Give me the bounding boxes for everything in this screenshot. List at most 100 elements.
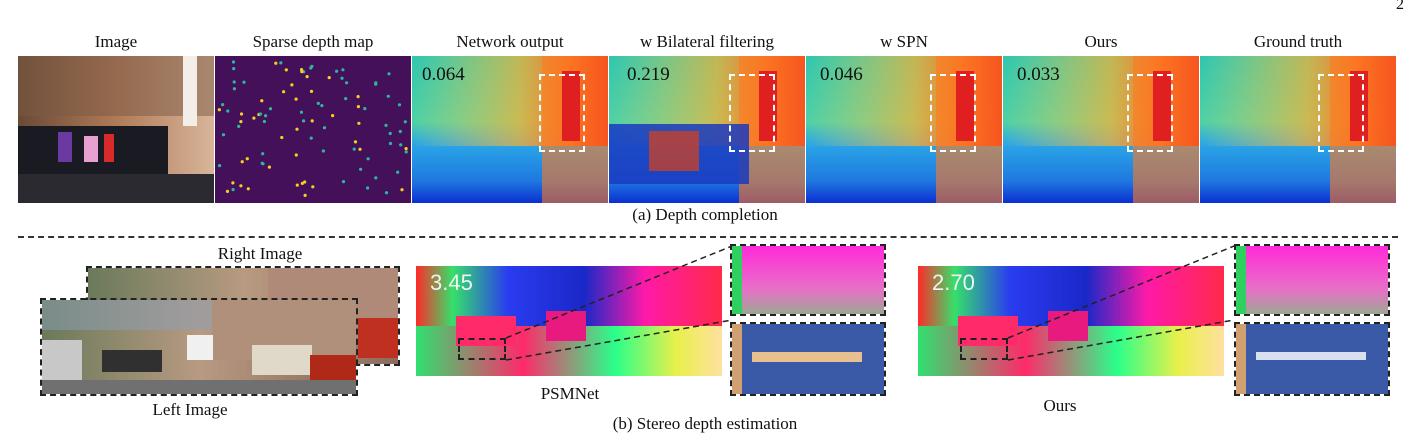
sparse-depth-point: [279, 61, 283, 65]
error-ours-stereo: 2.70: [932, 270, 975, 295]
highlight-box: [1127, 74, 1173, 152]
sparse-depth-point: [331, 114, 335, 118]
label-network-output: Network output: [456, 32, 564, 51]
sparse-depth-point: [310, 119, 314, 123]
sparse-depth-point: [268, 107, 273, 111]
sparse-depth-point: [300, 68, 304, 72]
sparse-depth-point: [290, 83, 294, 87]
sparse-depth-point: [218, 164, 222, 168]
label-left-image: Left Image: [152, 400, 228, 419]
sparse-depth-point: [303, 180, 307, 184]
sparse-depth-point: [388, 141, 393, 146]
sparse-depth-point: [282, 90, 286, 94]
sparse-depth-point: [384, 123, 388, 127]
sparse-depth-point: [221, 103, 225, 107]
sparse-depth-point: [231, 60, 236, 64]
sparse-depth-point: [403, 120, 407, 124]
sparse-depth-point: [294, 153, 298, 157]
sparse-depth-point: [404, 150, 408, 154]
sparse-depth-point: [309, 66, 313, 70]
error-bilateral-filtering: 0.219: [627, 64, 670, 85]
sparse-depth-point: [225, 189, 230, 193]
ground-truth-panel: [1200, 56, 1396, 203]
sparse-depth-point: [374, 82, 378, 86]
zoom-connector-lines: [505, 245, 733, 361]
label-bilateral-filtering: w Bilateral filtering: [639, 32, 775, 51]
sparse-depth-point: [240, 160, 244, 164]
label-sparse-depth-map: Sparse depth map: [252, 32, 374, 51]
sparse-depth-point: [242, 80, 246, 84]
sparse-depth-point: [388, 131, 392, 136]
sparse-depth-point: [352, 147, 356, 151]
sparse-depth-panel: [215, 56, 411, 203]
sparse-depth-point: [345, 81, 349, 85]
sparse-depth-point: [341, 180, 346, 184]
sparse-depth-point: [397, 103, 402, 107]
sparse-depth-point: [341, 68, 345, 72]
zoom-region-box: [458, 338, 506, 360]
sparse-depth-point: [320, 104, 324, 108]
sparse-depth-point: [335, 69, 339, 73]
section-separator: [18, 236, 1398, 238]
page-number: 2: [1396, 0, 1404, 13]
sparse-depth-point: [258, 112, 262, 116]
sparse-depth-point: [356, 95, 360, 99]
sparse-depth-point: [399, 143, 403, 147]
w-spn-panel: 0.046: [806, 56, 1002, 203]
sparse-depth-point: [386, 94, 390, 98]
sparse-depth-point: [231, 181, 235, 185]
sparse-depth-point: [232, 80, 236, 84]
sparse-depth-point: [340, 76, 344, 80]
sparse-depth-point: [231, 188, 235, 192]
sparse-depth-point: [357, 121, 361, 125]
ours-zoom-error: [1234, 322, 1390, 396]
sparse-depth-point: [226, 109, 230, 113]
sparse-depth-point: [237, 124, 241, 128]
sparse-depth-point: [305, 75, 309, 79]
sparse-depth-point: [322, 126, 327, 130]
psmnet-zoom-error: [730, 322, 886, 396]
sparse-depth-point: [356, 105, 360, 109]
sparse-depth-point: [366, 157, 370, 161]
sparse-depth-point: [311, 185, 315, 189]
sparse-depth-point: [303, 193, 307, 197]
sparse-depth-point: [374, 176, 378, 180]
sparse-depth-point: [358, 147, 362, 151]
sparse-depth-point: [353, 140, 358, 144]
sparse-depth-point: [274, 61, 278, 65]
highlight-box: [930, 74, 976, 152]
label-psmnet: PSMNet: [540, 384, 600, 403]
label-ground-truth: Ground truth: [1253, 32, 1343, 51]
zoom-connector-lines: [1007, 245, 1235, 361]
sparse-depth-point: [309, 136, 313, 140]
sparse-depth-point: [384, 191, 389, 195]
sparse-depth-point: [260, 161, 264, 165]
label-w-spn: w SPN: [880, 32, 928, 51]
sparse-depth-point: [396, 170, 400, 174]
sparse-depth-point: [309, 89, 314, 93]
sparse-depth-point: [260, 99, 264, 103]
sparse-depth-point: [295, 183, 299, 187]
sparse-depth-point: [327, 76, 331, 80]
sparse-depth-point: [239, 120, 243, 124]
error-ours: 0.033: [1017, 64, 1060, 85]
sparse-depth-point: [300, 181, 304, 185]
sparse-depth-point: [284, 68, 288, 72]
sparse-depth-point: [299, 110, 304, 114]
label-image: Image: [94, 32, 138, 51]
sparse-depth-point: [264, 114, 268, 118]
label-ours: Ours: [1084, 32, 1118, 51]
sparse-depth-point: [262, 119, 266, 124]
sparse-depth-point: [217, 108, 221, 112]
sparse-depth-point: [400, 188, 404, 192]
caption-stereo: (b) Stereo depth estimation: [612, 414, 798, 433]
sparse-depth-point: [239, 112, 244, 116]
sparse-depth-point: [252, 116, 256, 120]
highlight-box: [539, 74, 585, 152]
sparse-depth-point: [267, 165, 271, 169]
highlight-box: [1318, 74, 1364, 152]
sparse-depth-point: [246, 187, 250, 191]
highlight-box: [729, 74, 775, 152]
psmnet-disparity-panel: 3.45: [416, 266, 722, 376]
sparse-depth-point: [295, 127, 299, 131]
